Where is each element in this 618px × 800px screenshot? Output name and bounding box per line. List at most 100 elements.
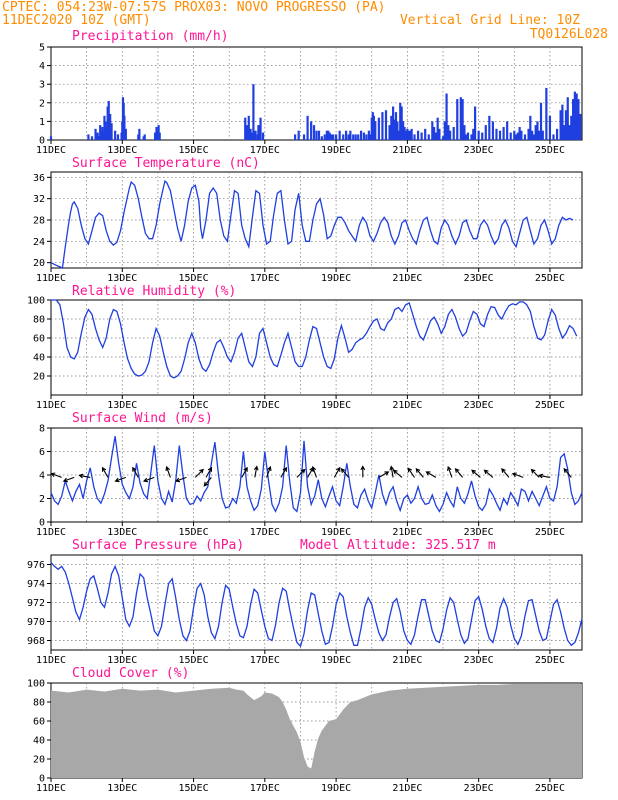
- y-tick-label: 60: [33, 334, 45, 345]
- y-tick-label: 2: [39, 98, 45, 109]
- precip-bar: [441, 136, 445, 140]
- precipitation-title: Precipitation (mm/h): [72, 29, 229, 44]
- y-tick-label: 40: [33, 353, 45, 364]
- precip-bar: [153, 132, 157, 140]
- y-tick-label: 20: [33, 372, 45, 383]
- precip-bar: [575, 93, 578, 140]
- x-tick-label: 11DEC: [36, 783, 66, 794]
- precip-bar: [527, 128, 530, 140]
- precip-bar: [359, 130, 363, 140]
- precip-bar: [390, 115, 393, 140]
- precip-bar: [332, 134, 335, 140]
- precip-bar: [325, 130, 328, 140]
- precip-bar: [330, 134, 333, 140]
- y-tick-label: 1: [39, 117, 45, 128]
- precip-bar: [369, 134, 372, 140]
- precip-bar: [155, 126, 158, 140]
- x-tick-label: 25DEC: [535, 145, 565, 156]
- precip-bar: [431, 121, 434, 140]
- wind-arrow: [483, 469, 494, 478]
- model-altitude: Model Altitude: 325.517 m: [300, 538, 496, 553]
- precip-bar: [436, 117, 439, 140]
- precip-bar: [520, 130, 523, 140]
- y-tick-label: 6: [39, 447, 45, 458]
- header-date: 11DEC2020 10Z (GMT): [2, 13, 151, 28]
- precip-bar: [470, 134, 473, 140]
- wind-arrow: [392, 469, 403, 478]
- wind-arrow: [530, 468, 540, 478]
- precip-bar: [532, 134, 535, 140]
- plot-area: 0 2 4 6 8 11DEC 13DEC 15DEC 17DEC 19DEC 21DEC 23DEC…: [36, 424, 583, 538]
- x-tick-label: 13DEC: [107, 400, 137, 411]
- precip-bar: [344, 130, 348, 140]
- plot-frame: [50, 46, 583, 141]
- precip-bar: [109, 113, 112, 140]
- precip-bar: [394, 112, 398, 140]
- x-tick-label: 15DEC: [178, 400, 208, 411]
- wind-arrow: [415, 468, 424, 478]
- precip-bar: [445, 93, 448, 140]
- plot-area: 20 40 60 80 100 11DEC 13DEC 15DEC 17DEC 19DEC 21DE…: [27, 296, 583, 411]
- x-tick-label: 21DEC: [392, 145, 422, 156]
- wind-title: Surface Wind (m/s): [72, 411, 213, 426]
- precip-bar: [362, 132, 365, 140]
- x-tick-label: 17DEC: [250, 145, 280, 156]
- precip-bar: [335, 134, 338, 140]
- header-grid-note: Vertical Grid Line: 10Z: [400, 13, 580, 28]
- precip-bar: [393, 119, 396, 140]
- x-tick-label: 17DEC: [250, 527, 280, 538]
- precip-bar: [114, 130, 117, 140]
- precip-bar: [312, 125, 316, 140]
- precip-bar: [416, 130, 420, 140]
- precip-bar: [407, 130, 410, 140]
- wind-arrow: [511, 472, 524, 478]
- x-tick-label: 11DEC: [36, 400, 66, 411]
- precip-bar: [481, 132, 484, 140]
- wind-arrow: [340, 468, 350, 478]
- wind-arrow: [241, 466, 248, 478]
- y-tick-label: 974: [27, 579, 45, 590]
- wind-arrow: [360, 465, 366, 478]
- wind-arrow: [50, 472, 62, 478]
- wind-arrow: [205, 466, 213, 478]
- precip-bar: [396, 121, 399, 140]
- precip-bar: [534, 125, 537, 140]
- x-tick-label: 15DEC: [178, 527, 208, 538]
- wind-arrow: [62, 476, 75, 483]
- x-tick-label: 21DEC: [392, 655, 422, 666]
- precip-bar: [254, 130, 257, 140]
- precip-bar: [372, 115, 375, 140]
- precip-bar: [352, 134, 355, 140]
- precip-bar: [459, 97, 462, 140]
- wind-panel: 0 2 4 6 8 11DEC 13DEC 15DEC 17DEC 19DEC 21DEC 23DEC…: [36, 411, 583, 538]
- humidity-title: Relative Humidity (%): [72, 284, 236, 299]
- precip-bar: [392, 106, 395, 140]
- precip-bar: [577, 99, 580, 140]
- x-tick-label: 17DEC: [250, 783, 280, 794]
- precip-bar: [107, 100, 110, 140]
- precip-bar: [541, 130, 544, 140]
- precip-bar: [401, 121, 405, 140]
- precip-bar: [473, 106, 477, 140]
- y-tick-label: 80: [33, 315, 45, 326]
- precip-bar: [110, 123, 113, 140]
- x-tick-label: 23DEC: [464, 145, 494, 156]
- precip-bar: [367, 130, 370, 140]
- cloud-cover-panel: 0 20 40 60 80 100 11DEC 13DEC 15DEC 17DEC 19DEC 21D…: [27, 666, 583, 794]
- precip-bar: [561, 104, 564, 140]
- wind-arrow: [296, 468, 306, 478]
- precip-bar: [434, 132, 437, 140]
- wind-arrow: [175, 476, 187, 483]
- precip-bar: [310, 121, 313, 140]
- precip-bar: [297, 130, 300, 140]
- x-tick-label: 23DEC: [464, 655, 494, 666]
- y-tick-label: 24: [33, 237, 45, 248]
- series-line: [50, 562, 583, 648]
- precip-bar: [320, 136, 323, 140]
- wind-arrow: [407, 467, 415, 478]
- precip-bar: [138, 128, 141, 140]
- x-tick-label: 19DEC: [321, 527, 351, 538]
- x-tick-label: 17DEC: [250, 655, 280, 666]
- precip-bar: [374, 121, 377, 140]
- temperature-panel: 20 24 28 32 36 11DEC 13DEC 15DEC 17DEC 19DEC 21DEC…: [33, 156, 583, 284]
